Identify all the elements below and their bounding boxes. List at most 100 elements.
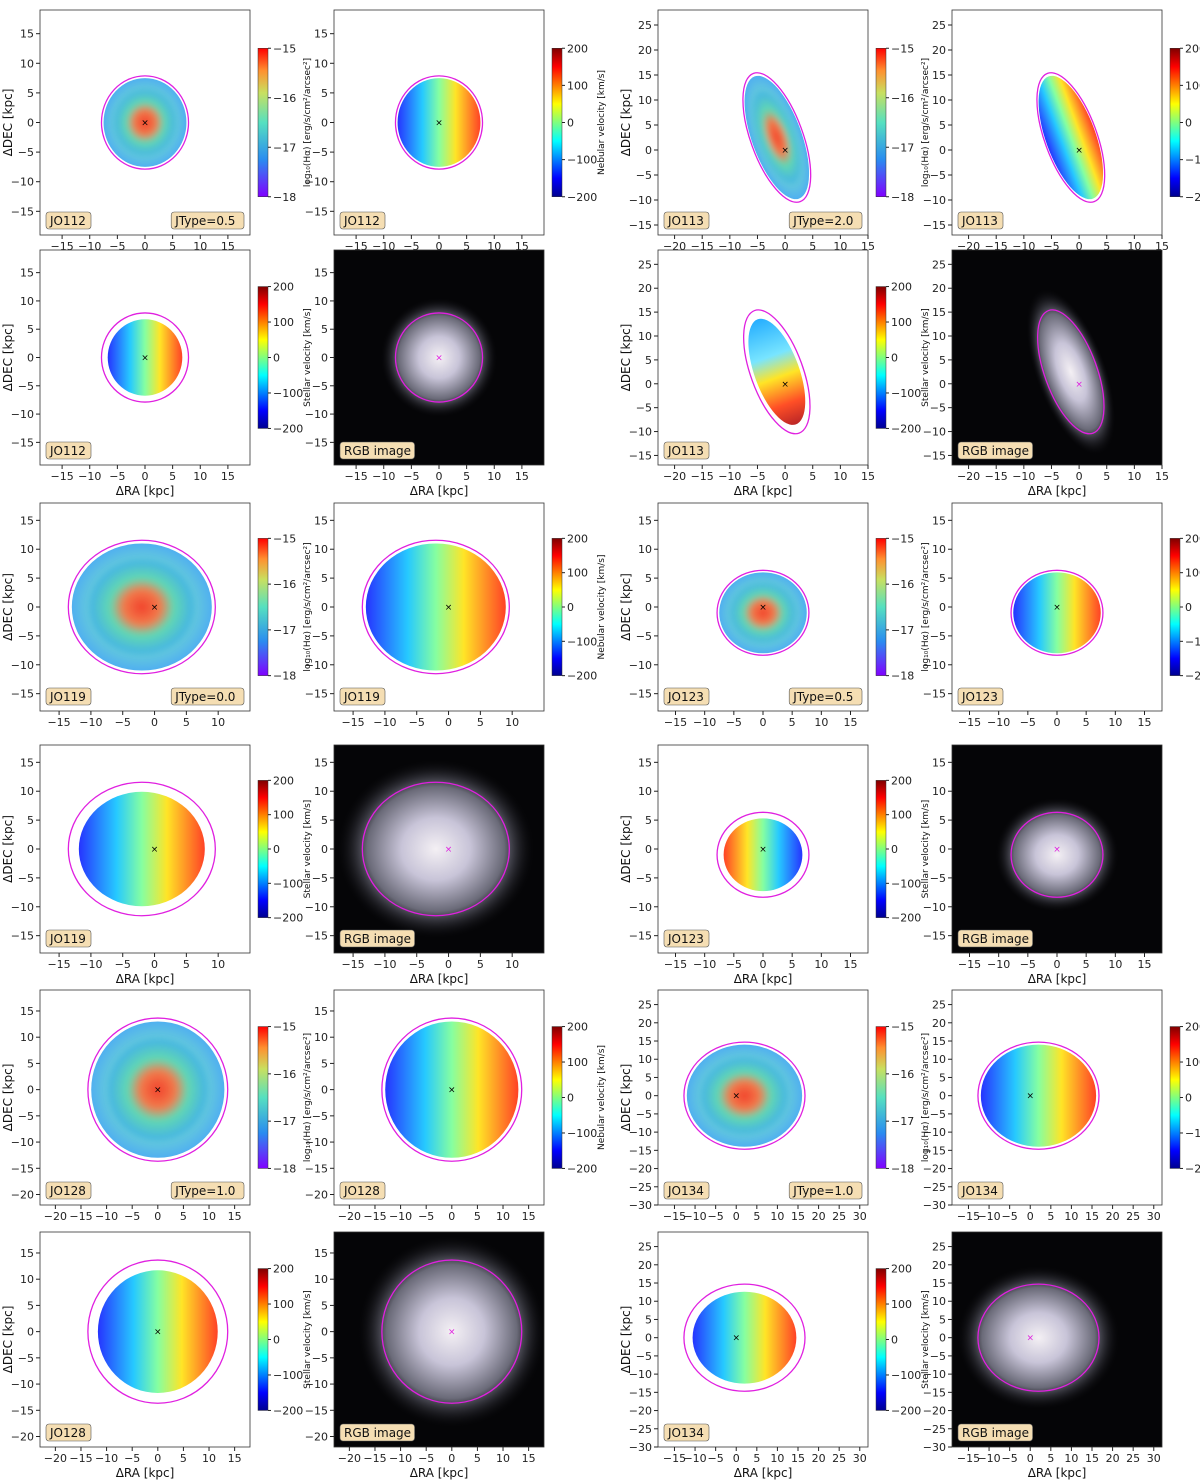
y-tick-label: 5 [645, 354, 652, 367]
colorbar-tick-label: −100 [891, 877, 921, 890]
y-tick-label: 0 [321, 601, 328, 614]
x-tick-label: 10 [1127, 470, 1141, 483]
colorbar-tick-label: 0 [1185, 601, 1192, 614]
x-tick-label: −5 [124, 1452, 140, 1465]
y-tick-label: −20 [11, 1431, 34, 1444]
panel-JO134-rgb: ×−15−10 −5 0 5 10 15 20 25 30−30−25−20−15−10−505… [923, 1231, 1163, 1480]
y-axis-label: ΔDEC [kpc] [1, 815, 15, 883]
y-tick-label: 0 [321, 843, 328, 856]
x-tick-label: −15 [985, 470, 1008, 483]
y-tick-label: −20 [629, 1405, 652, 1418]
colorbar [875, 538, 887, 676]
x-tick-label: 0 [445, 958, 452, 971]
y-tick-label: 0 [321, 117, 328, 130]
y-tick-label: 5 [645, 1071, 652, 1084]
stellar-disk-contour [1010, 811, 1104, 898]
y-tick-label: 25 [638, 258, 652, 271]
colorbar-label: log₁₀(Hα) [erg/s/cm²/arcsec²] [921, 1033, 931, 1162]
y-tick-label: 5 [321, 814, 328, 827]
x-tick-label: 0 [154, 1210, 161, 1223]
y-tick-label: 5 [939, 572, 946, 585]
x-tick-label: 15 [791, 1452, 805, 1465]
x-tick-label: 0 [733, 1452, 740, 1465]
map-content: × [394, 75, 484, 170]
y-axis-label: ΔDEC [kpc] [619, 1064, 633, 1132]
y-tick-label: −10 [923, 901, 946, 914]
galaxy-label: JO123 [667, 932, 704, 946]
x-tick-label: 25 [1126, 1452, 1140, 1465]
x-tick-label: 0 [448, 1210, 455, 1223]
y-tick-label: 5 [939, 354, 946, 367]
y-axis-label: ΔDEC [kpc] [619, 573, 633, 641]
colorbar-tick-label: −17 [891, 624, 914, 637]
y-tick-label: 25 [932, 999, 946, 1012]
y-tick-label: −15 [305, 205, 328, 218]
y-tick-label: −10 [305, 659, 328, 672]
x-tick-label: 10 [814, 958, 828, 971]
stellar-disk-contour [100, 312, 190, 403]
colorbar-tick-label: 200 [891, 774, 912, 787]
stellar-disk-contour [394, 312, 484, 403]
colorbar-tick-label: −100 [1185, 635, 1200, 648]
y-tick-label: 5 [645, 119, 652, 132]
center-marker: × [448, 1328, 456, 1338]
x-tick-label: 0 [782, 240, 789, 253]
y-tick-label: 0 [27, 1326, 34, 1339]
stellar-disk-contour [394, 75, 484, 170]
y-tick-label: −15 [923, 930, 946, 943]
x-tick-label: 15 [1155, 470, 1169, 483]
y-tick-label: 15 [314, 267, 328, 280]
x-tick-label: 5 [169, 470, 176, 483]
y-tick-label: 15 [932, 756, 946, 769]
map-content: × [361, 539, 510, 675]
x-tick-label: 5 [753, 1452, 760, 1465]
x-tick-label: −20 [338, 1210, 361, 1223]
colorbar-tick-label: 200 [567, 42, 588, 55]
y-tick-label: −10 [11, 408, 34, 421]
x-tick-label: 15 [1085, 1452, 1099, 1465]
center-marker: × [151, 603, 159, 613]
x-tick-label: 15 [791, 1210, 805, 1223]
galaxy-label-box [45, 1423, 92, 1442]
nebular-velocity-field [365, 543, 506, 671]
axes-frame [657, 1231, 869, 1448]
y-tick-label: −10 [305, 408, 328, 421]
y-tick-label: 15 [638, 514, 652, 527]
colorbar-tick-label: 100 [1185, 79, 1200, 92]
y-tick-label: 15 [314, 1005, 328, 1018]
y-tick-label: 15 [20, 1247, 34, 1260]
y-tick-label: −5 [312, 1110, 328, 1123]
center-marker: × [781, 146, 789, 156]
colorbar-tick-label: 200 [1185, 1021, 1200, 1034]
colorbar-tick-label: −18 [891, 670, 914, 683]
x-tick-label: 5 [1103, 240, 1110, 253]
colorbar-tick-label: 200 [1185, 532, 1200, 545]
colorbar-tick-label: −18 [273, 1162, 296, 1175]
y-tick-label: −20 [305, 1189, 328, 1202]
halpha-inner-emission [89, 559, 195, 655]
y-tick-label: −15 [923, 1144, 946, 1157]
x-tick-label: 25 [832, 1452, 846, 1465]
panel-JO119-Halpha: × −15 −10 −5 0 5 10 −15 −10 −5 0 5 10 15 ΔDEC [kpc] JO1… [1, 502, 313, 729]
colorbar-label: Stellar velocity [km/s] [303, 800, 313, 899]
x-tick-label: −10 [683, 1210, 706, 1223]
panel-JO134-nebular: ×−15−10 −5 0 5 10 15 20 25 30−30−25−20−15−10−505… [923, 989, 1200, 1223]
stellar-disk-contour [977, 1283, 1100, 1392]
y-tick-label: −15 [629, 449, 652, 462]
x-tick-label: 10 [833, 470, 847, 483]
y-tick-label: 5 [27, 87, 34, 100]
y-tick-label: 15 [638, 1035, 652, 1048]
x-axis-label: ΔRA [kpc] [1028, 972, 1087, 986]
axes-frame [657, 9, 869, 236]
x-tick-label: 15 [1138, 716, 1152, 729]
y-tick-label: 15 [638, 756, 652, 769]
y-tick-label: 5 [939, 119, 946, 132]
x-tick-label: 0 [151, 716, 158, 729]
x-tick-label: 5 [1083, 958, 1090, 971]
galaxy-label: JO119 [343, 690, 380, 704]
colorbar-label: log₁₀(Hα) [erg/s/cm²/arcsec²] [921, 58, 931, 187]
galaxy-label: JO134 [667, 1426, 704, 1440]
y-tick-label: 20 [932, 44, 946, 57]
y-axis-label: ΔDEC [kpc] [619, 324, 633, 392]
x-tick-label: 5 [463, 470, 470, 483]
